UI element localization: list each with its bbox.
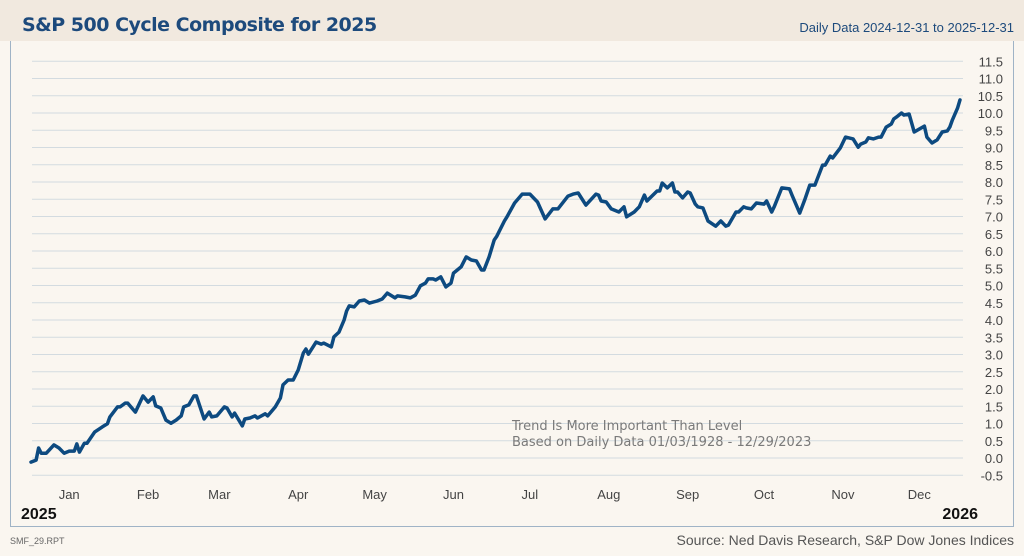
y-tick-label: 3.0 — [985, 348, 1003, 363]
y-tick-label: 5.5 — [985, 261, 1003, 276]
x-tick-label: Aug — [597, 487, 620, 502]
y-tick-label: 11.5 — [979, 54, 1003, 69]
y-tick-label: 11.0 — [979, 72, 1003, 87]
y-tick-label: -0.5 — [981, 468, 1003, 483]
x-tick-label: Oct — [754, 487, 775, 502]
chart-title: S&P 500 Cycle Composite for 2025 — [22, 14, 377, 36]
x-tick-label: Feb — [137, 487, 159, 502]
y-tick-label: 8.0 — [985, 175, 1003, 190]
y-tick-label: 3.5 — [985, 330, 1003, 345]
x-tick-label: Jul — [522, 487, 539, 502]
y-tick-label: 2.0 — [985, 382, 1003, 397]
y-tick-label: 6.0 — [985, 244, 1003, 259]
y-tick-label: 10.5 — [978, 89, 1003, 104]
year-end-label: 2026 — [942, 506, 978, 523]
y-tick-label: 1.0 — [985, 417, 1003, 432]
annotation-line-2: Based on Daily Data 01/03/1928 - 12/29/2… — [512, 435, 811, 450]
y-tick-label: 0.0 — [985, 451, 1003, 466]
x-tick-label: Apr — [288, 487, 309, 502]
y-tick-label: 4.5 — [985, 296, 1003, 311]
series-line — [29, 98, 962, 464]
report-code: SMF_29.RPT — [10, 536, 65, 546]
y-tick-label: 4.0 — [985, 313, 1003, 328]
header-bar: S&P 500 Cycle Composite for 2025 Daily D… — [0, 0, 1024, 41]
gridlines — [32, 60, 963, 476]
y-axis-ticks: -0.5 0.0 0.5 1.0 1.5 2.0 2.5 3.0 3.5 4.0 4.5 5.0 5.5… — [978, 54, 1003, 483]
annotation-line-1: Trend Is More Important Than Level — [511, 419, 742, 434]
source-note: Source: Ned Davis Research, S&P Dow Jone… — [676, 532, 1014, 548]
chart-frame — [10, 41, 1014, 527]
y-tick-label: 0.5 — [985, 434, 1003, 449]
y-tick-label: 8.5 — [985, 158, 1003, 173]
y-tick-label: 6.5 — [985, 227, 1003, 242]
x-tick-label: May — [362, 487, 387, 502]
y-tick-label: 2.5 — [985, 365, 1003, 380]
y-tick-label: 7.5 — [985, 192, 1003, 207]
date-range-subtitle: Daily Data 2024-12-31 to 2025-12-31 — [799, 20, 1014, 35]
y-tick-label: 7.0 — [985, 210, 1003, 225]
y-tick-label: 10.0 — [978, 106, 1003, 121]
x-tick-label: Dec — [908, 487, 932, 502]
y-tick-label: 5.0 — [985, 279, 1003, 294]
x-tick-label: Mar — [208, 487, 231, 502]
year-start-label: 2025 — [21, 506, 57, 523]
x-tick-label: Jan — [59, 487, 80, 502]
x-axis-ticks: Jan Feb Mar Apr May Jun Jul Aug Sep Oct Nov Dec — [59, 487, 932, 502]
x-tick-label: Sep — [676, 487, 699, 502]
y-tick-label: 9.0 — [985, 141, 1003, 156]
y-tick-label: 1.5 — [985, 399, 1003, 414]
y-tick-label: 9.5 — [985, 123, 1003, 138]
x-tick-label: Nov — [831, 487, 855, 502]
x-tick-label: Jun — [443, 487, 464, 502]
